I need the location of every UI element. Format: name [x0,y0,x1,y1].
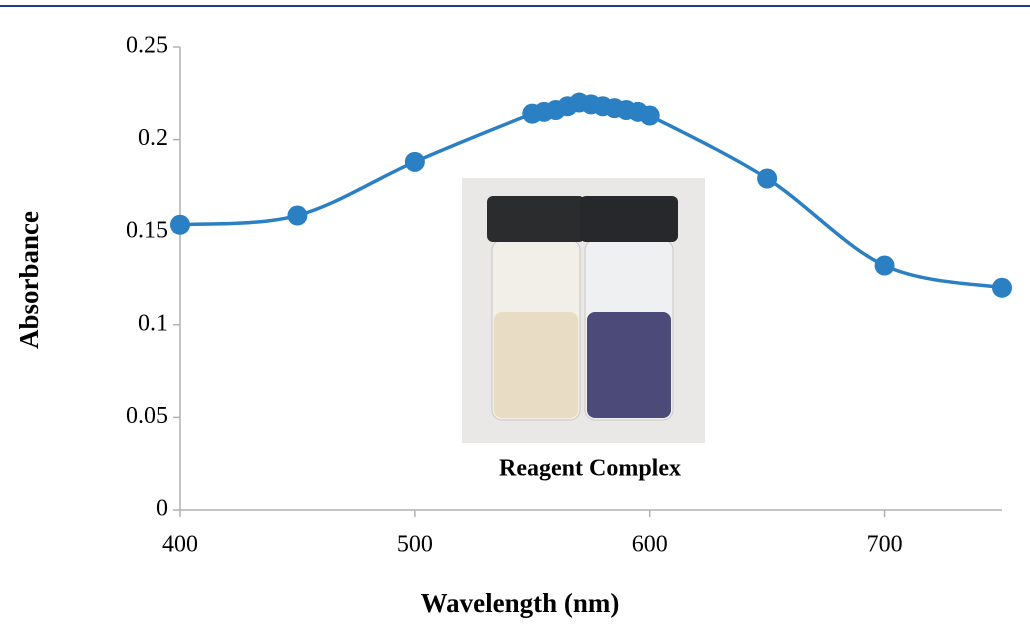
y-tick-label: 0.05 [126,403,168,429]
y-tick-label: 0.15 [126,218,168,244]
inset-caption: Reagent Complex [499,456,681,482]
inset-photo [462,178,705,443]
y-tick-label: 0.1 [138,310,168,336]
point [404,151,425,172]
x-tick-label: 700 [867,532,903,558]
x-tick-label: 500 [397,532,433,558]
point [757,168,778,189]
point [992,277,1012,298]
y-tick-label: 0 [156,496,168,522]
y-tick-label: 0.2 [138,125,168,151]
point [170,214,190,235]
y-tick-label: 0.25 [126,33,168,59]
point [639,105,660,126]
x-tick-label: 600 [632,532,668,558]
x-tick-label: 400 [162,532,198,558]
point [287,205,308,226]
point [874,255,895,276]
y-axis-title: Absorbance [14,211,44,349]
x-axis-title: Wavelength (nm) [421,588,620,618]
